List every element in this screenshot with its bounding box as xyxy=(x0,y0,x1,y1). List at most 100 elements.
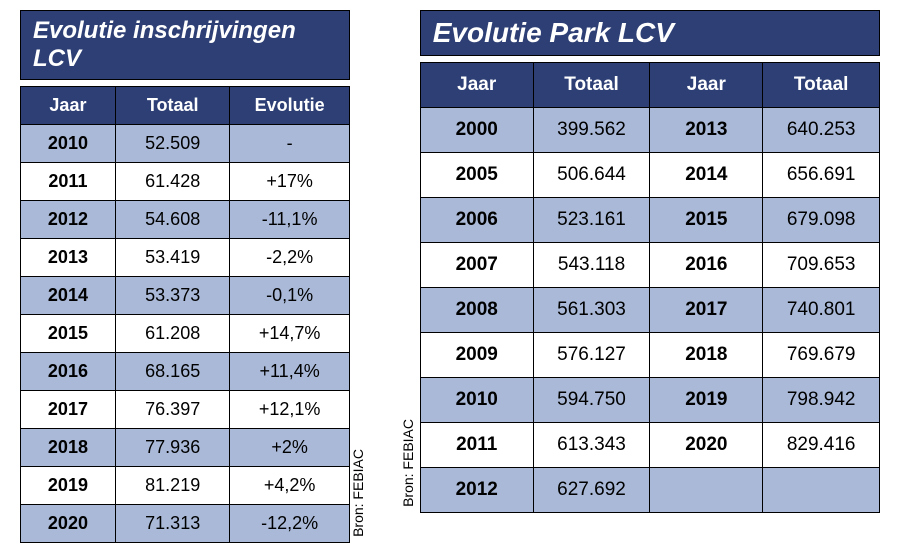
cell-year: 2011 xyxy=(21,163,116,201)
cell-evo: +11,4% xyxy=(230,353,349,391)
table-row: 201877.936+2% xyxy=(21,429,350,467)
cell-total: 543.118 xyxy=(533,243,650,288)
cell-evo: -0,1% xyxy=(230,277,349,315)
cell-year: 2018 xyxy=(21,429,116,467)
table-row: 2008561.3032017740.801 xyxy=(420,288,879,333)
cell-total: 594.750 xyxy=(533,378,650,423)
cell-year: 2016 xyxy=(21,353,116,391)
cell-total xyxy=(763,468,880,513)
cell-total: 561.303 xyxy=(533,288,650,333)
cell-total: 523.161 xyxy=(533,198,650,243)
cell-year: 2012 xyxy=(420,468,533,513)
cell-total: 613.343 xyxy=(533,423,650,468)
cell-total: 798.942 xyxy=(763,378,880,423)
table-row: 2009576.1272018769.679 xyxy=(420,333,879,378)
col-jaar2: Jaar xyxy=(650,63,763,108)
table-row: 201353.419-2,2% xyxy=(21,239,350,277)
table-row: 201453.373-0,1% xyxy=(21,277,350,315)
table-row: 2006523.1612015679.098 xyxy=(420,198,879,243)
cell-year: 2015 xyxy=(21,315,116,353)
cell-year: 2013 xyxy=(21,239,116,277)
table-row: 2012627.692 xyxy=(420,468,879,513)
table-row: 201254.608-11,1% xyxy=(21,201,350,239)
right-block: Evolutie Park LCV Jaar Totaal Jaar Totaa… xyxy=(420,10,880,513)
cell-total: 656.691 xyxy=(763,153,880,198)
cell-year: 2015 xyxy=(650,198,763,243)
table-header-row: Jaar Totaal Jaar Totaal xyxy=(420,63,879,108)
table-row: 201161.428+17% xyxy=(21,163,350,201)
cell-total: 627.692 xyxy=(533,468,650,513)
cell-year: 2009 xyxy=(420,333,533,378)
cell-year: 2016 xyxy=(650,243,763,288)
cell-year: 2006 xyxy=(420,198,533,243)
table-row: 2000399.5622013640.253 xyxy=(420,108,879,153)
cell-total: 54.608 xyxy=(115,201,230,239)
right-title: Evolutie Park LCV xyxy=(420,10,880,56)
cell-total: 53.373 xyxy=(115,277,230,315)
cell-total: 61.428 xyxy=(115,163,230,201)
cell-evo: +2% xyxy=(230,429,349,467)
cell-total: 52.509 xyxy=(115,125,230,163)
cell-total: 77.936 xyxy=(115,429,230,467)
cell-year: 2014 xyxy=(650,153,763,198)
cell-total: 81.219 xyxy=(115,467,230,505)
cell-total: 829.416 xyxy=(763,423,880,468)
cell-year: 2008 xyxy=(420,288,533,333)
table-header-row: Jaar Totaal Evolutie xyxy=(21,87,350,125)
table-row: 201052.509- xyxy=(21,125,350,163)
cell-year: 2018 xyxy=(650,333,763,378)
table-row: 201668.165+11,4% xyxy=(21,353,350,391)
table-row: 2010594.7502019798.942 xyxy=(420,378,879,423)
col-totaal2: Totaal xyxy=(763,63,880,108)
col-totaal: Totaal xyxy=(115,87,230,125)
left-block: Evolutie inschrijvingen LCV Jaar Totaal … xyxy=(20,10,350,543)
cell-year: 2020 xyxy=(21,505,116,543)
table-row: 201981.219+4,2% xyxy=(21,467,350,505)
cell-total: 709.653 xyxy=(763,243,880,288)
right-source: Bron: FEBIAC xyxy=(400,419,416,507)
cell-year: 2010 xyxy=(420,378,533,423)
table-row: 202071.313-12,2% xyxy=(21,505,350,543)
table-row: 201776.397+12,1% xyxy=(21,391,350,429)
cell-total: 576.127 xyxy=(533,333,650,378)
cell-total: 769.679 xyxy=(763,333,880,378)
cell-total: 679.098 xyxy=(763,198,880,243)
cell-year: 2005 xyxy=(420,153,533,198)
cell-total: 740.801 xyxy=(763,288,880,333)
cell-year: 2014 xyxy=(21,277,116,315)
right-table: Jaar Totaal Jaar Totaal 2000399.56220136… xyxy=(420,62,880,513)
left-source: Bron: FEBIAC xyxy=(350,449,366,537)
cell-year: 2017 xyxy=(650,288,763,333)
cell-year: 2020 xyxy=(650,423,763,468)
left-table: Jaar Totaal Evolutie 201052.509-201161.4… xyxy=(20,86,350,543)
cell-total: 71.313 xyxy=(115,505,230,543)
cell-total: 506.644 xyxy=(533,153,650,198)
cell-year: 2000 xyxy=(420,108,533,153)
cell-total: 68.165 xyxy=(115,353,230,391)
cell-evo: +12,1% xyxy=(230,391,349,429)
cell-total: 76.397 xyxy=(115,391,230,429)
cell-total: 640.253 xyxy=(763,108,880,153)
table-row: 2011613.3432020829.416 xyxy=(420,423,879,468)
cell-year xyxy=(650,468,763,513)
col-jaar: Jaar xyxy=(21,87,116,125)
cell-year: 2007 xyxy=(420,243,533,288)
cell-year: 2017 xyxy=(21,391,116,429)
cell-year: 2011 xyxy=(420,423,533,468)
col-jaar: Jaar xyxy=(420,63,533,108)
cell-evo: - xyxy=(230,125,349,163)
cell-evo: -2,2% xyxy=(230,239,349,277)
cell-evo: -12,2% xyxy=(230,505,349,543)
table-row: 2005506.6442014656.691 xyxy=(420,153,879,198)
cell-total: 61.208 xyxy=(115,315,230,353)
table-row: 2007543.1182016709.653 xyxy=(420,243,879,288)
cell-total: 53.419 xyxy=(115,239,230,277)
cell-year: 2012 xyxy=(21,201,116,239)
cell-year: 2013 xyxy=(650,108,763,153)
cell-year: 2019 xyxy=(650,378,763,423)
cell-evo: +4,2% xyxy=(230,467,349,505)
cell-total: 399.562 xyxy=(533,108,650,153)
cell-year: 2010 xyxy=(21,125,116,163)
cell-evo: -11,1% xyxy=(230,201,349,239)
col-totaal: Totaal xyxy=(533,63,650,108)
